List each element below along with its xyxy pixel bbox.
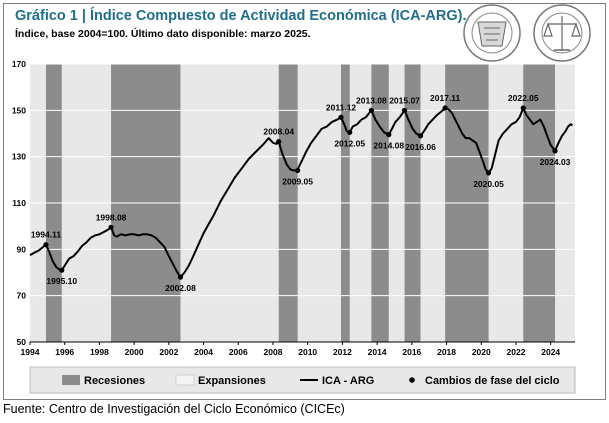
turning-point-label: 2016.06 [405,142,436,152]
y-tick-label: 50 [17,337,27,347]
legend-label: Cambios de fase del ciclo [425,375,560,387]
turning-point-label: 2012.05 [334,138,365,148]
x-tick-label: 2010 [298,347,317,357]
x-tick-label: 2018 [437,347,456,357]
turning-point-dot [347,129,353,135]
turning-point-dot [386,132,392,138]
turning-point-dot [485,170,492,176]
x-tick-label: 2014 [368,347,387,357]
axes: 50 70 90 110 130 150 170 1994 1996 1998 2000 2002 20… [12,59,575,357]
x-tick-label: 1996 [55,347,74,357]
legend-label: ICA - ARG [322,375,374,387]
x-tick-label: 2016 [402,347,421,357]
turning-point-label: 2022.05 [508,93,539,103]
x-tick-label: 2004 [194,347,213,357]
turning-point-label: 2008.04 [263,127,294,137]
turning-point-dot [43,242,49,248]
turning-point-label: 1995.10 [46,276,77,286]
turning-point-dot [368,107,375,113]
x-tick-label: 2024 [541,347,560,357]
turning-point-dot [338,114,344,120]
bolsa-de-comercio-de-santa-fe-seal [463,4,521,62]
x-tick-label: 1998 [90,347,109,357]
turning-point-label: 2013.08 [356,95,387,105]
legend-label: Expansiones [198,375,266,387]
turning-point-label: 2002.08 [165,283,196,293]
y-tick-label: 110 [12,198,26,208]
y-tick-label: 150 [12,105,26,115]
legend-label: Recesiones [84,375,145,387]
turning-point-label: 2014.08 [373,141,404,151]
chart-subtitle: Índice, base 2004=100. Último dato dispo… [15,28,311,40]
turning-points: 1994.11 1995.10 1998.08 2002.08 2008.04 2009.… [31,93,571,293]
turning-point-label: 2020.05 [473,179,504,189]
x-tick-label: 2012 [333,347,352,357]
turning-point-label: 1998.08 [96,212,127,222]
y-tick-label: 170 [12,59,26,69]
x-tick-label: 2000 [125,347,144,357]
legend-recession-swatch [62,375,80,385]
y-tick-label: 130 [12,152,26,162]
turning-point-dot [442,105,448,111]
turning-point-dot [276,139,282,145]
turning-point-dot [520,105,526,111]
turning-point-label: 2011.12 [326,102,357,112]
turning-point-label: 1994.11 [31,230,62,240]
turning-point-label: 2015.07 [389,95,420,105]
turning-point-label: 2009.05 [282,177,313,187]
turning-point-dot [417,133,424,139]
turning-point-dot [295,167,301,174]
legend-dot-swatch [409,377,415,383]
x-tick-label: 2002 [159,347,178,357]
x-tick-label: 2022 [507,347,526,357]
x-tick-label: 2020 [472,347,491,357]
chart-title: Gráfico 1 | Índice Compuesto de Activida… [15,8,467,24]
x-tick-label: 1994 [21,347,40,357]
y-tick-label: 70 [17,291,27,301]
turning-point-dot [401,107,408,113]
bolsa-de-comercio-de-rosario-seal [533,4,591,62]
source-note: Fuente: Centro de Investigación del Cicl… [3,402,345,416]
turning-point-label: 2017.11 [430,93,461,103]
turning-point-dot [177,274,184,280]
turning-point-dot [552,148,558,154]
legend: Recesiones Expansiones ICA - ARG Cambios de… [29,366,576,394]
legend-expansion-swatch [175,374,195,386]
turning-point-label: 2024.03 [540,157,571,167]
turning-point-dot [108,224,114,230]
x-tick-label: 2008 [264,347,283,357]
x-tick-label: 2006 [229,347,248,357]
y-tick-label: 90 [17,244,27,254]
ica-arg-line [29,107,573,279]
turning-point-dot [59,267,65,273]
